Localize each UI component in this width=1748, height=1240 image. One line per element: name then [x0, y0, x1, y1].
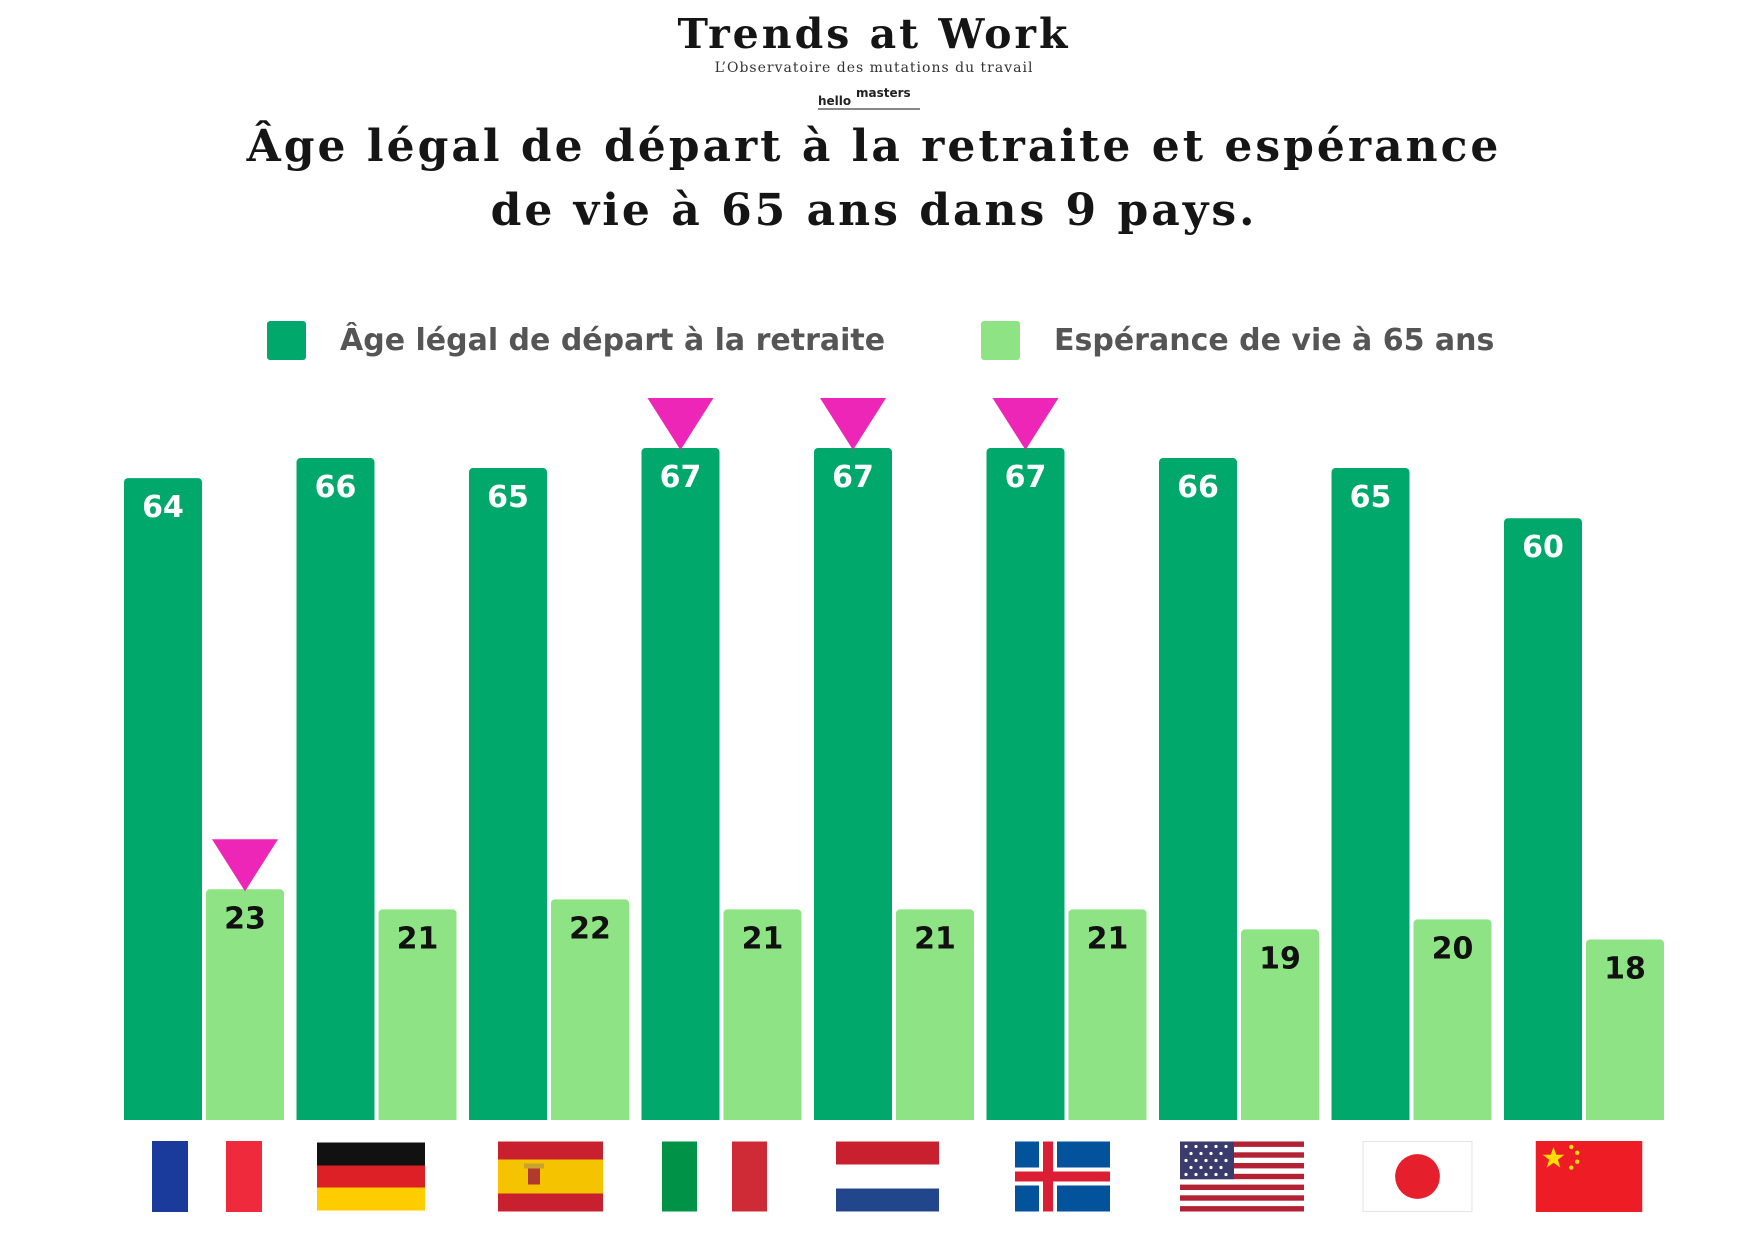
highlight-marker-icon — [820, 397, 886, 450]
data-label-life-expectancy-2: 22 — [569, 911, 611, 946]
bar-retirement-age-6 — [1159, 458, 1237, 1120]
bar-life-expectancy-7 — [1413, 919, 1492, 1120]
highlight-marker-icon — [212, 839, 278, 892]
chart-title: Âge légal de départ à la retraite et esp… — [0, 115, 1748, 243]
bar-base-1-5 — [1068, 1114, 1147, 1120]
highlight-marker-icon — [992, 397, 1059, 450]
data-label-retirement-age-2: 65 — [487, 480, 529, 515]
bar-life-expectancy-5 — [1068, 909, 1147, 1120]
brand-subtitle: L’Observatoire des mutations du travail — [714, 60, 1034, 76]
bar-retirement-age-4 — [814, 447, 892, 1120]
bar-base-0-2 — [469, 1114, 547, 1120]
flag-iceland-icon — [1015, 1141, 1110, 1212]
bar-base-1-3 — [723, 1114, 802, 1120]
flag-spain-icon — [498, 1141, 603, 1212]
data-label-retirement-age-5: 67 — [1005, 460, 1047, 495]
bar-base-0-5 — [986, 1114, 1065, 1120]
bar-base-1-6 — [1241, 1114, 1319, 1120]
legend-label-retirement-age: Âge légal de départ à la retraite — [340, 322, 886, 358]
legend-label-life-expectancy: Espérance de vie à 65 ans — [1054, 322, 1495, 358]
flag-france-icon — [152, 1141, 262, 1212]
highlight-marker-icon — [647, 397, 714, 450]
bar-base-0-8 — [1504, 1114, 1582, 1120]
data-label-life-expectancy-3: 21 — [742, 921, 784, 956]
bar-base-1-8 — [1586, 1114, 1664, 1120]
bar-retirement-age-3 — [641, 447, 720, 1120]
bar-life-expectancy-1 — [378, 909, 457, 1120]
bar-life-expectancy-8 — [1586, 939, 1664, 1120]
bar-retirement-age-1 — [296, 458, 375, 1120]
hellomasters-logo: hello masters — [818, 86, 920, 110]
data-label-life-expectancy-8: 18 — [1604, 951, 1646, 986]
data-label-life-expectancy-1: 21 — [397, 921, 439, 956]
bar-base-0-4 — [814, 1114, 892, 1120]
chart-title-line-2: de vie à 65 ans dans 9 pays. — [490, 185, 1258, 236]
legend-item-life-expectancy: Espérance de vie à 65 ans — [981, 318, 1494, 362]
data-label-retirement-age-1: 66 — [315, 470, 357, 505]
bar-base-1-0 — [206, 1114, 284, 1120]
bar-base-0-1 — [296, 1114, 375, 1120]
brand-title: Trends at Work — [677, 10, 1071, 58]
data-label-retirement-age-4: 67 — [832, 460, 874, 495]
flag-japan-icon — [1362, 1141, 1473, 1212]
flag-usa-icon — [1180, 1141, 1304, 1212]
chart-title-line-1: Âge légal de départ à la retraite et esp… — [246, 121, 1502, 172]
bar-base-0-7 — [1331, 1114, 1410, 1120]
bar-base-1-1 — [378, 1114, 457, 1120]
data-label-life-expectancy-0: 23 — [224, 901, 266, 936]
chart-legend: Âge légal de départ à la retraite Espéra… — [0, 318, 1748, 362]
bar-base-0-0 — [124, 1114, 202, 1120]
bar-base-1-7 — [1413, 1114, 1492, 1120]
logo-underline — [818, 108, 920, 110]
flag-china-icon — [1535, 1141, 1643, 1212]
bar-life-expectancy-2 — [551, 899, 629, 1120]
data-label-retirement-age-3: 67 — [660, 460, 702, 495]
bar-base-0-6 — [1159, 1114, 1237, 1120]
logo-hello-text: hello — [818, 94, 852, 108]
flag-italy-icon — [662, 1141, 767, 1212]
flag-netherlands-icon — [836, 1141, 939, 1212]
bar-retirement-age-5 — [986, 447, 1065, 1120]
legend-swatch-life-expectancy — [981, 320, 1020, 360]
bar-base-0-3 — [641, 1114, 720, 1120]
bar-life-expectancy-6 — [1241, 929, 1319, 1120]
bar-retirement-age-0 — [124, 478, 202, 1121]
data-label-life-expectancy-5: 21 — [1087, 921, 1129, 956]
bar-base-1-4 — [896, 1114, 974, 1120]
flag-germany-icon — [317, 1142, 425, 1211]
bar-retirement-age-8 — [1504, 518, 1582, 1120]
data-label-life-expectancy-6: 19 — [1259, 941, 1301, 976]
legend-item-retirement-age: Âge légal de départ à la retraite — [267, 318, 885, 362]
data-label-life-expectancy-7: 20 — [1432, 931, 1474, 966]
bar-life-expectancy-4 — [896, 909, 974, 1120]
data-label-retirement-age-0: 64 — [142, 490, 184, 525]
data-label-retirement-age-6: 66 — [1177, 470, 1219, 505]
logo-masters-text: masters — [856, 86, 911, 100]
brand-header: Trends at Work L’Observatoire des mutati… — [0, 6, 1748, 76]
data-label-retirement-age-8: 60 — [1522, 530, 1564, 565]
bar-base-1-2 — [551, 1114, 629, 1120]
bar-retirement-age-7 — [1331, 468, 1410, 1120]
data-label-life-expectancy-4: 21 — [914, 921, 956, 956]
bar-life-expectancy-0 — [206, 889, 284, 1120]
legend-swatch-retirement-age — [267, 320, 306, 360]
bar-retirement-age-2 — [469, 468, 547, 1120]
bar-life-expectancy-3 — [723, 909, 802, 1120]
data-label-retirement-age-7: 65 — [1350, 480, 1392, 515]
